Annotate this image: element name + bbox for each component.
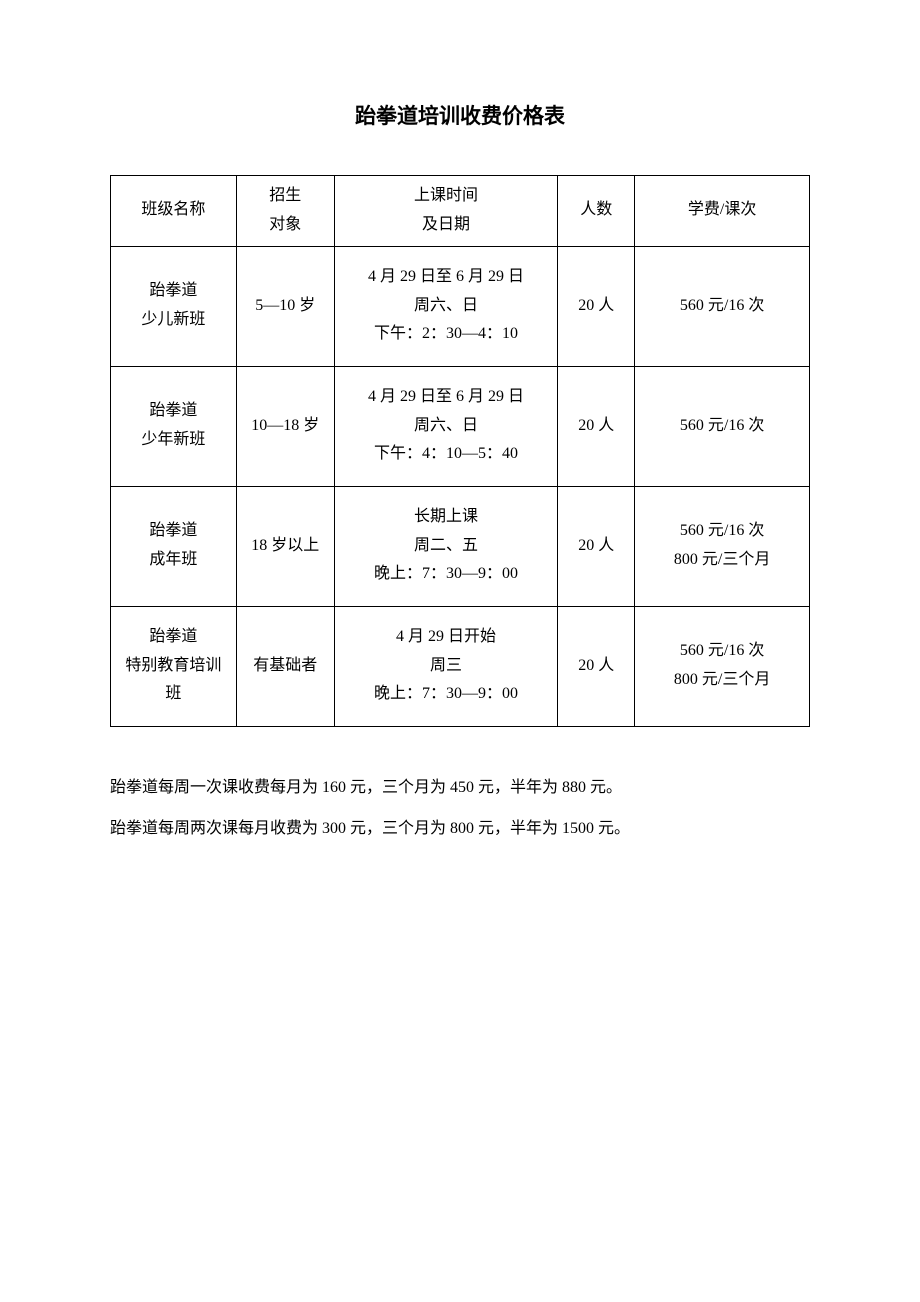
cell-text-line: 周三 <box>339 652 554 681</box>
cell-name: 跆拳道少年新班 <box>111 366 237 486</box>
cell-text-line: 20 人 <box>562 652 630 681</box>
cell-text-line: 560 元/16 次 <box>639 292 805 321</box>
cell-text-line: 长期上课 <box>339 503 554 532</box>
cell-text-line: 学费/课次 <box>639 196 805 225</box>
cell-text-line: 560 元/16 次 <box>639 412 805 441</box>
table-row: 跆拳道成年班 18 岁以上 长期上课周二、五晚上：7：30—9：00 20 人 … <box>111 486 810 606</box>
pricing-table: 班级名称 招生对象 上课时间及日期 人数 学费/课次 跆拳道少儿新班 5—10 … <box>110 175 810 727</box>
cell-schedule: 4 月 29 日开始周三晚上：7：30—9：00 <box>334 606 558 726</box>
cell-text-line: 下午：4：10—5：40 <box>339 440 554 469</box>
cell-text-line: 20 人 <box>562 412 630 441</box>
table-row: 跆拳道少儿新班 5—10 岁 4 月 29 日至 6 月 29 日周六、日下午：… <box>111 246 810 366</box>
cell-text-line: 班 <box>115 680 232 709</box>
cell-count: 20 人 <box>558 606 635 726</box>
cell-text-line: 10—18 岁 <box>241 412 330 441</box>
cell-text-line: 招生 <box>241 182 330 211</box>
cell-text-line: 560 元/16 次 <box>639 517 805 546</box>
cell-target: 18 岁以上 <box>236 486 334 606</box>
cell-text-line: 班级名称 <box>115 196 232 225</box>
cell-target: 10—18 岁 <box>236 366 334 486</box>
cell-fee: 560 元/16 次 <box>635 366 810 486</box>
cell-text-line: 4 月 29 日至 6 月 29 日 <box>339 383 554 412</box>
cell-count: 20 人 <box>558 486 635 606</box>
cell-text-line: 4 月 29 日至 6 月 29 日 <box>339 263 554 292</box>
cell-fee: 560 元/16 次800 元/三个月 <box>635 606 810 726</box>
cell-fee: 560 元/16 次 <box>635 246 810 366</box>
note-line: 跆拳道每周一次课收费每月为 160 元，三个月为 450 元，半年为 880 元… <box>110 767 810 809</box>
cell-text-line: 对象 <box>241 211 330 240</box>
cell-name: 跆拳道少儿新班 <box>111 246 237 366</box>
cell-text-line: 20 人 <box>562 532 630 561</box>
cell-schedule: 4 月 29 日至 6 月 29 日周六、日下午：2：30—4：10 <box>334 246 558 366</box>
cell-text-line: 有基础者 <box>241 652 330 681</box>
cell-text-line: 跆拳道 <box>115 397 232 426</box>
cell-text-line: 少儿新班 <box>115 306 232 335</box>
cell-fee: 560 元/16 次800 元/三个月 <box>635 486 810 606</box>
header-name: 班级名称 <box>111 176 237 247</box>
cell-text-line: 及日期 <box>339 211 554 240</box>
cell-count: 20 人 <box>558 366 635 486</box>
cell-count: 20 人 <box>558 246 635 366</box>
cell-text-line: 5—10 岁 <box>241 292 330 321</box>
cell-text-line: 人数 <box>562 196 630 225</box>
cell-text-line: 晚上：7：30—9：00 <box>339 560 554 589</box>
cell-text-line: 少年新班 <box>115 426 232 455</box>
cell-text-line: 周六、日 <box>339 292 554 321</box>
header-fee: 学费/课次 <box>635 176 810 247</box>
cell-text-line: 周六、日 <box>339 412 554 441</box>
cell-text-line: 800 元/三个月 <box>639 546 805 575</box>
cell-text-line: 跆拳道 <box>115 277 232 306</box>
cell-text-line: 上课时间 <box>339 182 554 211</box>
cell-text-line: 20 人 <box>562 292 630 321</box>
cell-name: 跆拳道特别教育培训班 <box>111 606 237 726</box>
cell-name: 跆拳道成年班 <box>111 486 237 606</box>
header-count: 人数 <box>558 176 635 247</box>
header-schedule: 上课时间及日期 <box>334 176 558 247</box>
cell-text-line: 成年班 <box>115 546 232 575</box>
cell-text-line: 560 元/16 次 <box>639 637 805 666</box>
cell-target: 有基础者 <box>236 606 334 726</box>
cell-schedule: 4 月 29 日至 6 月 29 日周六、日下午：4：10—5：40 <box>334 366 558 486</box>
table-row: 跆拳道少年新班 10—18 岁 4 月 29 日至 6 月 29 日周六、日下午… <box>111 366 810 486</box>
cell-text-line: 跆拳道 <box>115 623 232 652</box>
cell-text-line: 18 岁以上 <box>241 532 330 561</box>
note-line: 跆拳道每周两次课每月收费为 300 元，三个月为 800 元，半年为 1500 … <box>110 808 810 850</box>
header-target: 招生对象 <box>236 176 334 247</box>
table-row: 跆拳道特别教育培训班 有基础者 4 月 29 日开始周三晚上：7：30—9：00… <box>111 606 810 726</box>
page-title: 跆拳道培训收费价格表 <box>110 100 810 130</box>
cell-text-line: 下午：2：30—4：10 <box>339 320 554 349</box>
cell-text-line: 4 月 29 日开始 <box>339 623 554 652</box>
cell-text-line: 晚上：7：30—9：00 <box>339 680 554 709</box>
cell-schedule: 长期上课周二、五晚上：7：30—9：00 <box>334 486 558 606</box>
cell-text-line: 特别教育培训 <box>115 652 232 681</box>
cell-text-line: 周二、五 <box>339 532 554 561</box>
cell-text-line: 跆拳道 <box>115 517 232 546</box>
notes-section: 跆拳道每周一次课收费每月为 160 元，三个月为 450 元，半年为 880 元… <box>110 767 810 850</box>
cell-target: 5—10 岁 <box>236 246 334 366</box>
cell-text-line: 800 元/三个月 <box>639 666 805 695</box>
table-header-row: 班级名称 招生对象 上课时间及日期 人数 学费/课次 <box>111 176 810 247</box>
